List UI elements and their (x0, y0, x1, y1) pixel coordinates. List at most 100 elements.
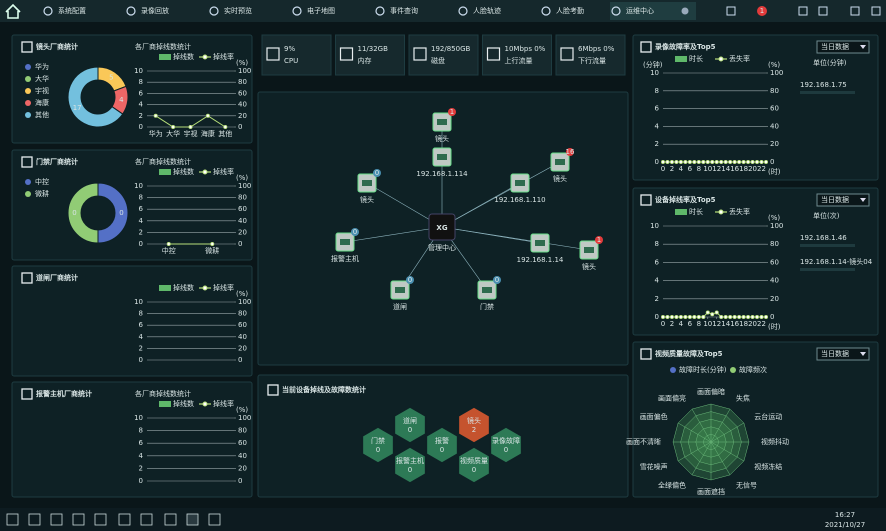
nav-item[interactable]: 录像回放 (141, 6, 169, 15)
nav-item[interactable]: 系统配置 (58, 6, 86, 15)
fault-hexagon[interactable] (393, 446, 427, 484)
nav-icon (541, 6, 551, 16)
y2-tick-label: 20 (770, 295, 779, 303)
title-icon (640, 194, 652, 206)
device-icon (340, 239, 350, 245)
fault-hexagon[interactable] (425, 426, 459, 464)
radar-spoke (710, 422, 745, 443)
y2-tick-label: 0 (238, 123, 242, 131)
fault-hexagon[interactable] (361, 426, 395, 464)
nav-item[interactable]: 实时预览 (224, 6, 252, 15)
legend-label: 大华 (35, 74, 49, 83)
taskbar-icon[interactable] (208, 513, 221, 526)
device-badge-count: 16 (566, 148, 575, 156)
stat-icon (413, 47, 427, 61)
x-axis-label: (时) (768, 322, 781, 331)
radar-spoke (691, 408, 712, 443)
device-badge-count: 1 (450, 108, 454, 116)
home-icon[interactable] (5, 3, 21, 19)
fault-hexagon[interactable] (393, 406, 427, 444)
y-tick-label: 6 (139, 205, 144, 213)
panel-title: 镜头厂商统计 (36, 42, 78, 51)
nav-tool-icon[interactable] (871, 6, 881, 16)
line-point (665, 159, 670, 164)
legend-dot (25, 100, 31, 106)
dropdown[interactable] (816, 347, 870, 361)
taskbar-icon[interactable] (94, 513, 107, 526)
fault-hexagon[interactable] (489, 426, 523, 464)
line-point (661, 159, 666, 164)
stat-tile (482, 34, 552, 76)
fault-hexagon[interactable] (457, 406, 491, 444)
x-tick-label: 22 (757, 165, 766, 173)
legend-label: 时长 (689, 207, 703, 216)
taskbar-icon[interactable] (6, 513, 19, 526)
y2-tick-label: 100 (770, 222, 783, 230)
taskbar-icon[interactable] (28, 513, 41, 526)
line-point (669, 159, 674, 164)
fault-label: 视频质量 (460, 456, 488, 465)
x-tick-label: 16 (730, 165, 739, 173)
dropdown[interactable] (816, 193, 870, 207)
top5-name: 192.168.1.14-镜头04 (800, 257, 873, 266)
x-tick-label: 海康 (201, 129, 215, 138)
line-point (732, 159, 737, 164)
topology-link (441, 226, 590, 251)
taskbar-icon[interactable] (118, 513, 131, 526)
device-icon (395, 287, 405, 293)
y-tick-label: 10 (650, 222, 659, 230)
alert-badge[interactable] (757, 6, 767, 16)
y-tick-label: 6 (139, 89, 144, 97)
taskbar-icon[interactable] (186, 513, 199, 526)
y-tick-label: 6 (139, 321, 144, 329)
radar-axis-label: 无信号 (736, 480, 757, 489)
nav-tool-icon[interactable] (850, 6, 860, 16)
slice-label: 5 (109, 74, 113, 82)
nav-item[interactable]: 事件查询 (390, 6, 418, 15)
y2-tick-label: 60 (238, 89, 247, 97)
legend-label: 时长 (689, 54, 703, 63)
stat-label: 磁盘 (431, 56, 445, 65)
taskbar-icon[interactable] (50, 513, 63, 526)
x-tick-label: 18 (739, 320, 748, 328)
nav-item[interactable]: 人脸考勤 (556, 6, 584, 15)
device-label: 192.168.1.114 (416, 170, 468, 178)
fault-hexagon[interactable] (457, 446, 491, 484)
active-tab[interactable] (610, 2, 696, 20)
radar-spoke (677, 422, 712, 443)
stat-tile (555, 34, 626, 76)
unit-label: 单位(次) (813, 211, 840, 220)
device-icon (555, 159, 565, 165)
dropdown[interactable] (816, 40, 870, 54)
legend-label: 掉线率 (213, 52, 234, 61)
nav-tool-icon[interactable] (726, 6, 736, 16)
title-icon (21, 156, 33, 168)
y-tick-label: 10 (134, 182, 143, 190)
device-label: 道闸 (393, 302, 407, 311)
line-point (701, 159, 706, 164)
nav-tool-icon[interactable] (818, 6, 828, 16)
fault-value: 2 (472, 426, 476, 434)
taskbar-icon[interactable] (140, 513, 153, 526)
topology-link (344, 226, 443, 243)
taskbar-icon[interactable] (72, 513, 85, 526)
stat-value: 192/850GB (431, 45, 471, 53)
taskbar-icon[interactable] (164, 513, 177, 526)
line-point (714, 310, 719, 315)
nav-tool-icon[interactable] (798, 6, 808, 16)
fault-label: 镜头 (467, 416, 481, 425)
device-badge (351, 228, 359, 236)
nav-item[interactable]: 人脸轨迹 (473, 6, 501, 15)
panel-title: 录像故障率及Top5 (655, 42, 716, 51)
tab-close[interactable] (681, 7, 689, 15)
line-point (719, 159, 724, 164)
stat-icon (486, 47, 501, 61)
fault-value: 0 (376, 446, 380, 454)
nav-item[interactable]: 电子地图 (307, 6, 335, 15)
x-tick-label: 2 (670, 320, 674, 328)
line-point (153, 113, 158, 118)
radar-axis-label: 画面不清晰 (626, 437, 661, 446)
y-tick-label: 2 (655, 140, 659, 148)
nav-item[interactable]: 运维中心 (626, 6, 654, 15)
